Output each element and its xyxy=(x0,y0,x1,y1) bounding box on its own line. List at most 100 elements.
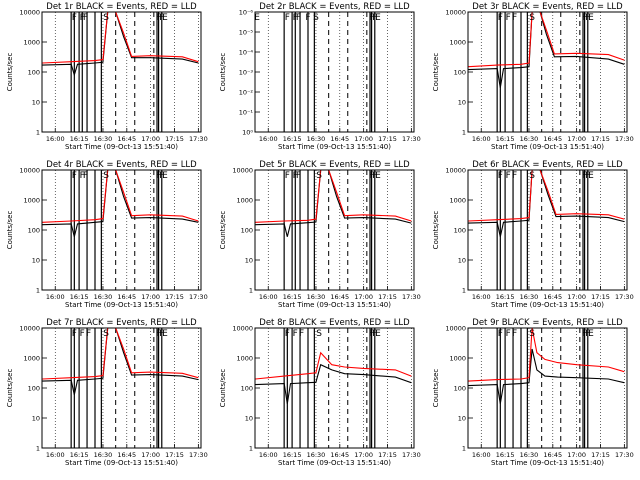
y-tick-label: 1000 xyxy=(449,197,466,205)
event-letter: F xyxy=(506,171,511,181)
y-tick-label: 1000 xyxy=(236,197,253,205)
event-letter: E xyxy=(588,329,594,339)
x-tick-label: 16:00 xyxy=(259,135,278,143)
panel-title: Det 2r BLACK = Events, RED = LLD xyxy=(259,2,410,12)
x-axis-label: Start Time (09-Oct-13 15:51:40) xyxy=(65,143,178,151)
x-tick-label: 17:30 xyxy=(189,293,208,301)
y-tick-label: 1 xyxy=(462,445,466,453)
x-tick-label: 16:15 xyxy=(496,293,515,301)
y-tick-label: 1000 xyxy=(449,355,466,363)
x-tick-label: 16:00 xyxy=(472,293,491,301)
events-series-line xyxy=(255,169,412,237)
y-tick-label: 10 xyxy=(458,415,466,423)
event-letter: F xyxy=(159,171,164,181)
y-tick-label: 10000 xyxy=(445,325,466,333)
x-axis-label: Start Time (09-Oct-13 15:51:40) xyxy=(278,301,391,309)
panel-det-1: Det 1r BLACK = Events, RED = LLD 16:00 16:… xyxy=(6,2,208,151)
x-tick-label: 16:45 xyxy=(330,451,349,459)
event-letter: F xyxy=(498,13,503,23)
x-tick-label: 17:15 xyxy=(591,451,610,459)
event-letter: F xyxy=(512,171,517,181)
y-tick-label: 1 xyxy=(36,445,40,453)
panel-det-9: Det 9r BLACK = Events, RED = LLD 16:00 16:… xyxy=(432,318,634,467)
y-tick-label: 10⁻⁵ xyxy=(239,29,254,37)
event-letter: S xyxy=(316,329,322,339)
event-letter: E xyxy=(254,13,260,23)
event-letter: E xyxy=(375,329,381,339)
event-letter: S xyxy=(529,329,535,339)
x-tick-label: 16:15 xyxy=(283,451,302,459)
event-letter: S xyxy=(103,329,109,339)
event-letter: S xyxy=(103,13,109,23)
event-letter: F xyxy=(582,329,587,339)
panel-title: Det 7r BLACK = Events, RED = LLD xyxy=(46,318,197,328)
panel-det-3: Det 3r BLACK = Events, RED = LLD 16:00 16:… xyxy=(432,2,634,151)
y-tick-label: 100 xyxy=(454,385,466,393)
y-tick-label: 10 xyxy=(32,257,40,265)
plot-frame xyxy=(41,11,202,133)
event-letter: F xyxy=(156,13,161,23)
x-tick-label: 16:45 xyxy=(117,293,136,301)
event-letter: F xyxy=(159,13,164,23)
y-tick-label: 10⁻¹ xyxy=(239,109,254,117)
x-tick-label: 16:00 xyxy=(259,293,278,301)
x-tick-label: 17:00 xyxy=(141,135,160,143)
y-tick-label: 1 xyxy=(249,445,253,453)
x-tick-label: 16:15 xyxy=(496,135,515,143)
events-series-line xyxy=(468,348,625,404)
y-axis-label: Counts/sec xyxy=(432,211,440,250)
event-letter: F xyxy=(582,13,587,23)
y-tick-label: 100 xyxy=(454,69,466,77)
event-letter: F xyxy=(83,171,88,181)
lld-series-line xyxy=(468,327,625,382)
y-tick-label: 10 xyxy=(32,415,40,423)
x-axis-label: Start Time (09-Oct-13 15:51:40) xyxy=(491,459,604,467)
y-tick-label: 10⁻⁴ xyxy=(239,49,254,57)
x-tick-label: 16:15 xyxy=(70,451,89,459)
x-axis-label: Start Time (09-Oct-13 15:51:40) xyxy=(278,143,391,151)
y-tick-label: 10⁻⁶ xyxy=(239,9,254,17)
event-letter: S xyxy=(529,13,535,23)
x-axis-label: Start Time (09-Oct-13 15:51:40) xyxy=(65,459,178,467)
event-letter: F xyxy=(512,329,517,339)
event-letter: F xyxy=(156,171,161,181)
y-tick-label: 10 xyxy=(458,99,466,107)
event-letter: E xyxy=(162,171,168,181)
y-tick-label: 10 xyxy=(245,257,253,265)
lld-series-line xyxy=(468,169,625,222)
x-tick-label: 16:00 xyxy=(46,135,65,143)
y-tick-label: 1000 xyxy=(449,39,466,47)
event-letter: S xyxy=(316,171,322,181)
event-letter: F xyxy=(293,13,298,23)
x-tick-label: 16:00 xyxy=(46,451,65,459)
x-tick-label: 16:30 xyxy=(94,135,113,143)
y-tick-label: 1 xyxy=(462,129,466,137)
event-letter: F xyxy=(72,329,77,339)
plot-frame xyxy=(467,169,628,291)
event-letter: F xyxy=(369,171,374,181)
lld-series-line xyxy=(42,11,199,64)
x-tick-label: 17:15 xyxy=(165,135,184,143)
event-letter: E xyxy=(588,171,594,181)
x-tick-label: 17:00 xyxy=(141,293,160,301)
y-tick-label: 10⁻³ xyxy=(239,69,254,77)
y-tick-label: 1 xyxy=(462,287,466,295)
x-tick-label: 16:45 xyxy=(330,293,349,301)
panel-title: Det 6r BLACK = Events, RED = LLD xyxy=(472,160,623,170)
x-tick-label: 16:15 xyxy=(283,293,302,301)
events-series-line xyxy=(42,327,199,395)
plot-frame xyxy=(467,11,628,133)
panel-det-2: Det 2r BLACK = Events, RED = LLD 16:00 16:… xyxy=(219,2,421,151)
event-letter: S xyxy=(103,171,109,181)
plot-frame xyxy=(41,169,202,291)
x-tick-label: 16:30 xyxy=(520,293,539,301)
y-tick-label: 1000 xyxy=(236,355,253,363)
x-tick-label: 16:45 xyxy=(543,293,562,301)
x-axis-label: Start Time (09-Oct-13 15:51:40) xyxy=(65,301,178,309)
plot-frame xyxy=(467,327,628,449)
plot-frame xyxy=(254,11,415,133)
y-tick-label: 10000 xyxy=(19,325,40,333)
x-tick-label: 16:30 xyxy=(307,451,326,459)
x-tick-label: 16:30 xyxy=(520,135,539,143)
y-tick-label: 10000 xyxy=(445,9,466,17)
